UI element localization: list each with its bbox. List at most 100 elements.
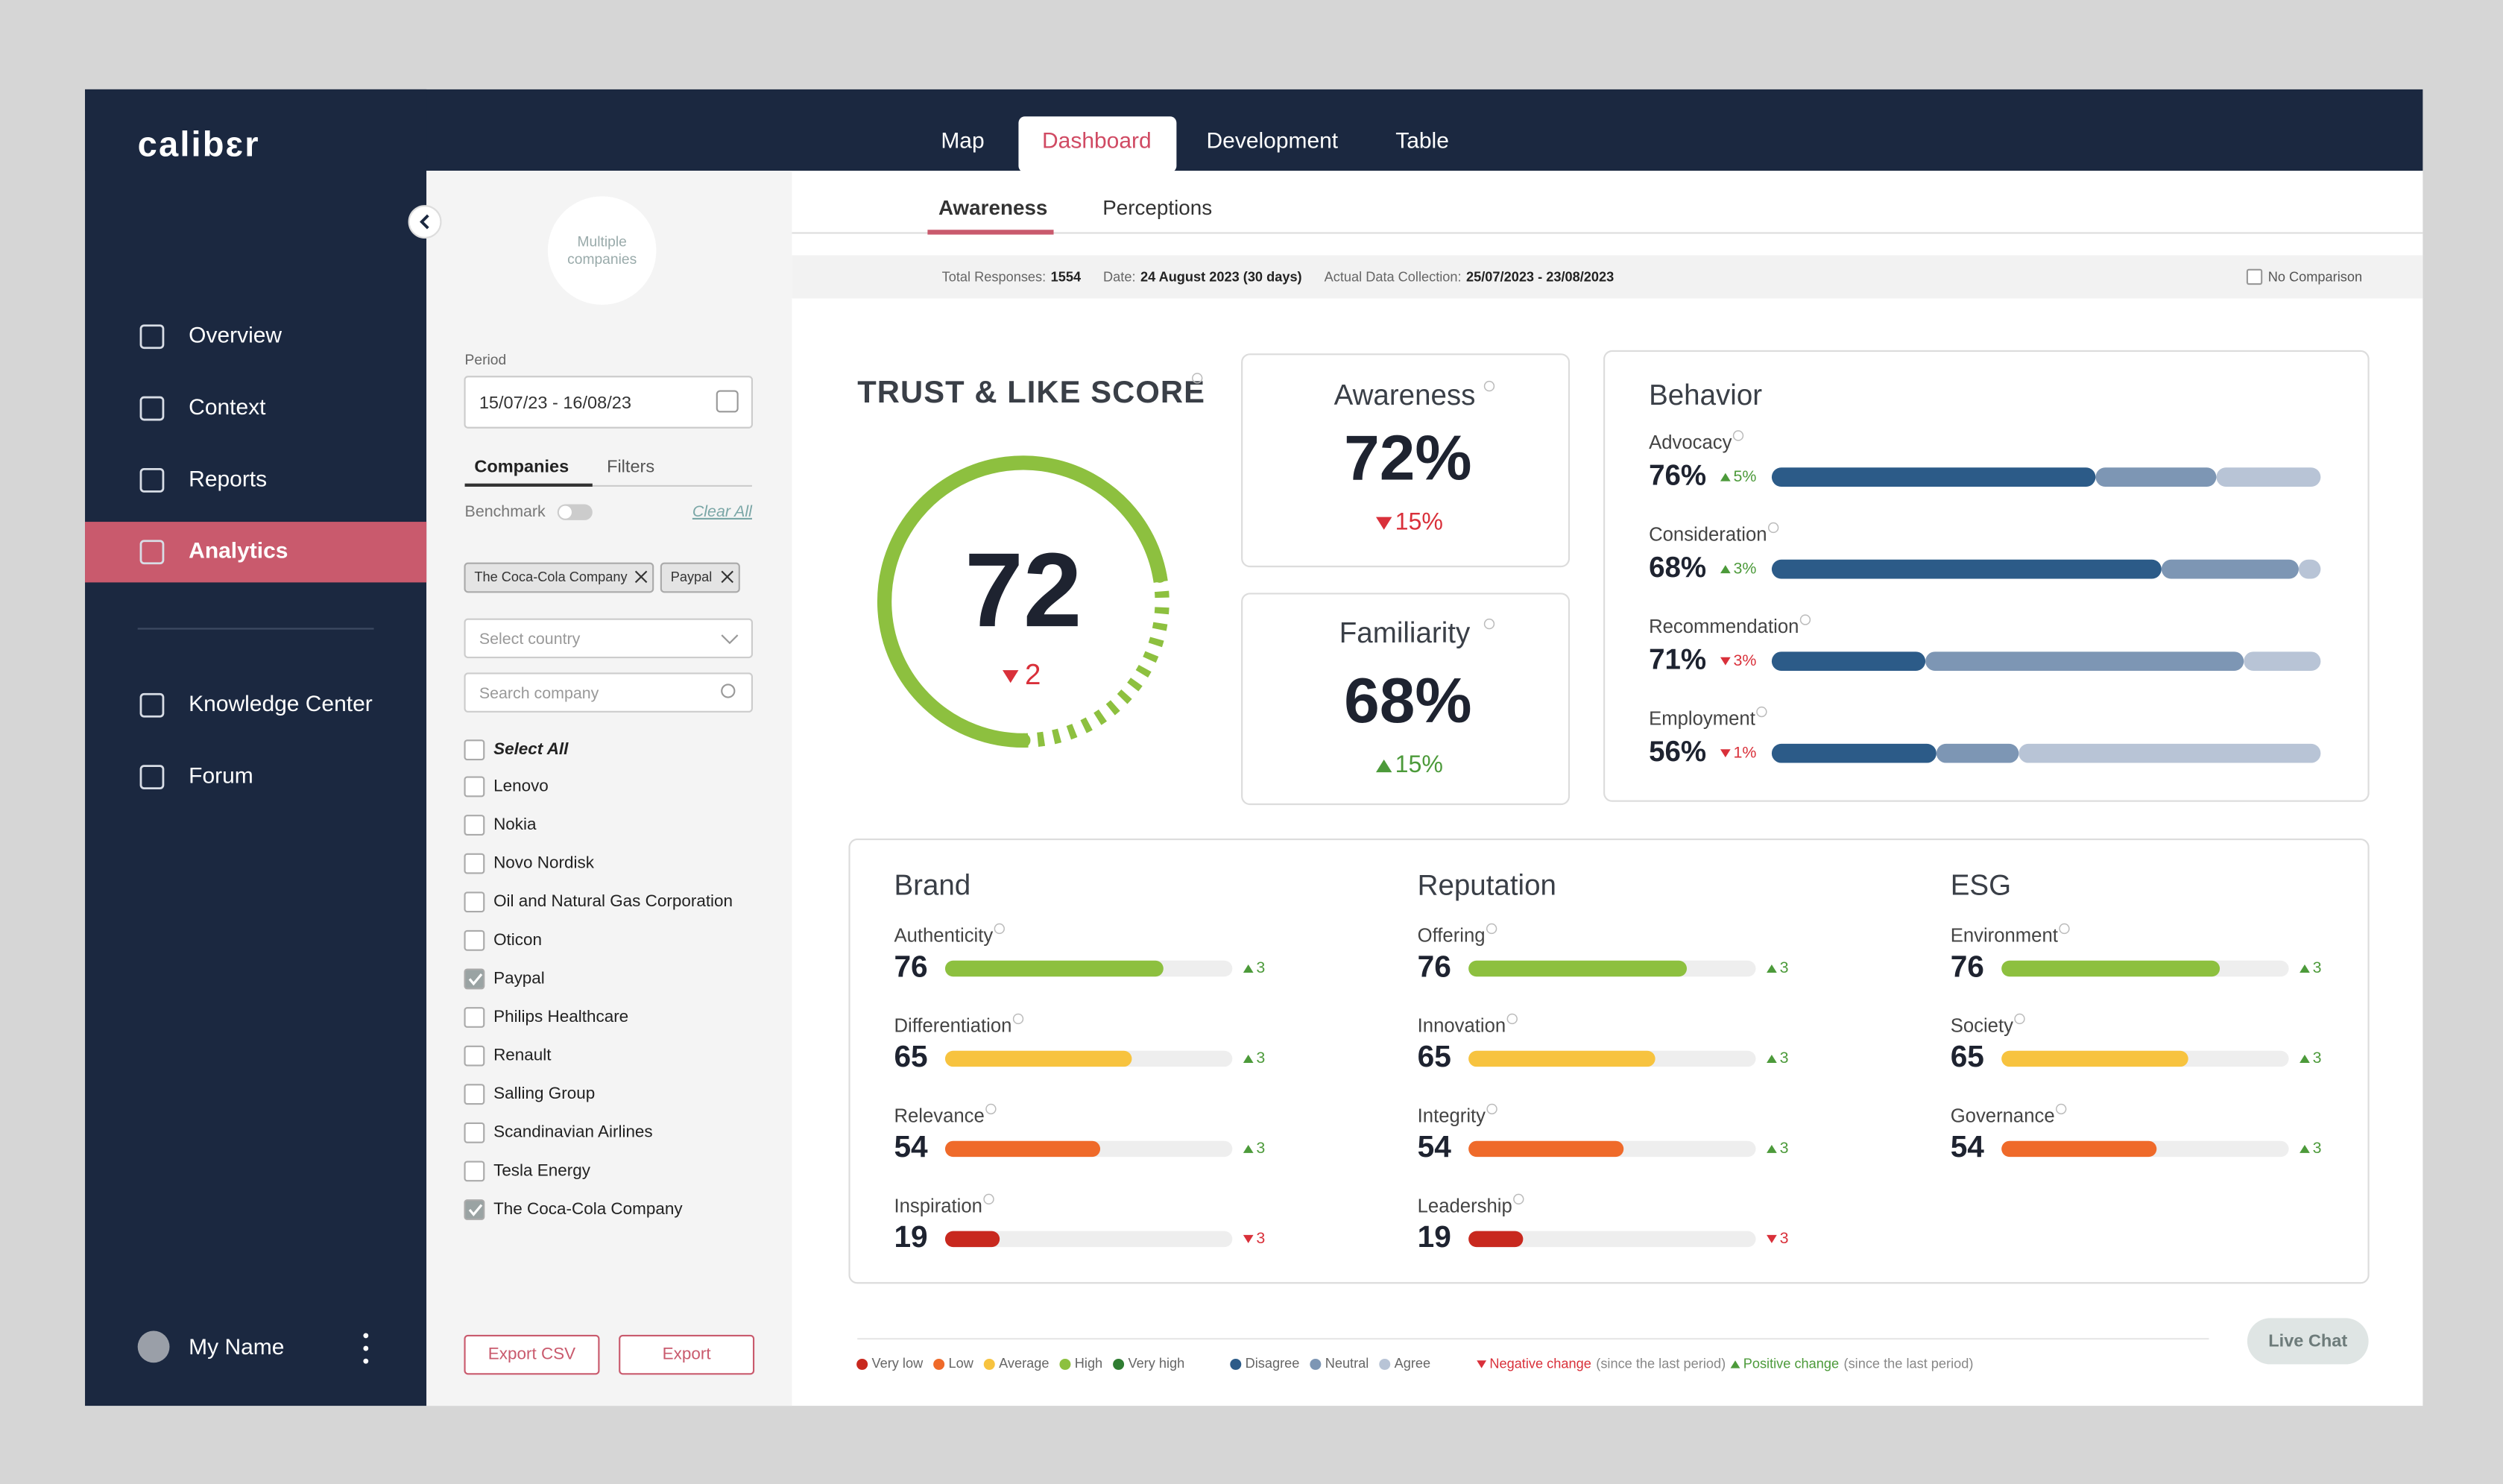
export-text[interactable]: Export [663,1345,712,1363]
tab[interactable]: Development [1207,128,1339,153]
checkbox[interactable] [464,1007,485,1028]
metric-change: 3 [1780,1049,1789,1067]
live-chat-button[interactable] [2247,1318,2369,1365]
checkbox[interactable] [464,1161,485,1182]
change-arrow [1720,565,1731,574]
collapse-button[interactable] [408,205,442,239]
nav-item[interactable]: Reports [189,467,267,491]
block-title: ESG [1951,869,2011,901]
nav-item[interactable]: Forum [189,764,253,789]
info-icon [1192,373,1203,384]
filter-tab[interactable]: Filters [607,456,654,476]
nav-item[interactable]: Context [189,395,266,420]
behavior-name: Recommendation [1649,616,1799,637]
avatar [137,1330,170,1363]
checkbox[interactable] [464,1122,485,1143]
checkbox[interactable] [464,776,485,798]
metric-name: Governance [1951,1105,2055,1126]
info-icon-circle [1192,373,1203,384]
metric-score: 65 [894,1039,927,1073]
chip-text: Paypal [671,569,713,584]
nav-item[interactable]: Analytics [189,539,288,563]
behavior-segment [1936,743,2019,763]
checkbox[interactable] [464,891,485,913]
clear-all[interactable]: Clear All [692,502,753,520]
info-icon [2014,1013,2025,1025]
company-name: Scandinavian Airlines [493,1123,653,1141]
info-icon-circle [1486,923,1497,935]
metric-name: Society [1951,1015,2013,1036]
company-name: Philips Healthcare [493,1007,628,1026]
country-select[interactable] [464,618,753,659]
tab[interactable]: Dashboard [1042,128,1152,153]
nav-icon [139,468,165,493]
change-arrow [1243,1144,1254,1153]
metric-bar [1468,960,1688,977]
live-chat-text[interactable]: Live Chat [2268,1331,2347,1351]
search-icon [721,683,736,698]
company-name: Nokia [493,815,537,833]
metric-change: 3 [1256,1049,1265,1067]
legend-dot [1113,1358,1125,1370]
metric-score: 76 [1951,949,1984,983]
company-name: Oticon [493,930,542,949]
behavior-name: Employment [1649,709,1755,730]
tab[interactable]: Map [941,128,984,153]
info-icon [1483,380,1495,392]
filter-tab[interactable]: Companies [474,456,569,476]
checkbox[interactable] [464,1199,485,1220]
checkbox[interactable] [464,739,485,761]
checkbox[interactable] [464,853,485,874]
trust-title: TRUST & LIKE SCORE [857,374,1205,409]
info-icon [2059,923,2070,935]
checkbox[interactable] [464,968,485,990]
behavior-segment [2298,559,2321,579]
checkbox[interactable] [464,1084,485,1105]
info-icon-circle [1767,522,1779,534]
company-search[interactable] [464,672,753,713]
chip-text: The Coca-Cola Company [474,569,628,584]
subtab[interactable]: Awareness [938,196,1047,219]
menu-dot [363,1345,369,1351]
menu-dot [363,1358,369,1364]
metric-change: 3 [1780,1139,1789,1157]
behavior-segment [2216,467,2321,487]
metric-bar [1468,1050,1655,1067]
info-collection: 25/07/2023 - 23/08/2023 [1466,269,1614,284]
legend-period-note: (since the last period) [1844,1356,1974,1371]
chip-close[interactable] [721,570,733,584]
change-arrow [1767,1234,1777,1243]
change-arrow [1720,657,1731,666]
checkbox[interactable] [464,929,485,951]
kpi-change: 15% [1395,508,1443,535]
metric-change: 3 [2313,1049,2322,1067]
export-text[interactable]: Export CSV [488,1345,575,1363]
tab[interactable]: Table [1395,128,1449,153]
legend-period-note: (since the last period) [1596,1356,1726,1371]
checkbox[interactable] [464,815,485,836]
nav-icon [139,765,165,789]
nav-item[interactable]: Knowledge Center [189,692,373,716]
change-arrow [2300,964,2310,973]
top-bar [85,89,2423,171]
export-button[interactable] [464,1334,600,1375]
subtab[interactable]: Perceptions [1102,196,1212,219]
legend-level: High [1075,1356,1102,1371]
nav-item[interactable]: Overview [189,323,282,348]
collapse-icon [420,214,429,230]
export-button[interactable] [619,1334,755,1375]
behavior-title: Behavior [1649,379,1762,411]
sidebar [85,89,427,1406]
metric-score: 65 [1418,1039,1451,1073]
info-icon [1506,1013,1518,1025]
behavior-change: 1% [1734,743,1757,761]
select-all: Select All [493,739,569,758]
checkbox[interactable] [464,1045,485,1067]
metric-bar [2001,1050,2188,1067]
chip-close[interactable] [634,570,648,584]
period-input[interactable] [464,376,753,429]
placeholder: Search company [479,684,599,702]
checkbox[interactable] [2246,268,2263,285]
legend-change: Negative change (since the last period) [1489,1356,1726,1371]
info-icon [1756,706,1767,718]
